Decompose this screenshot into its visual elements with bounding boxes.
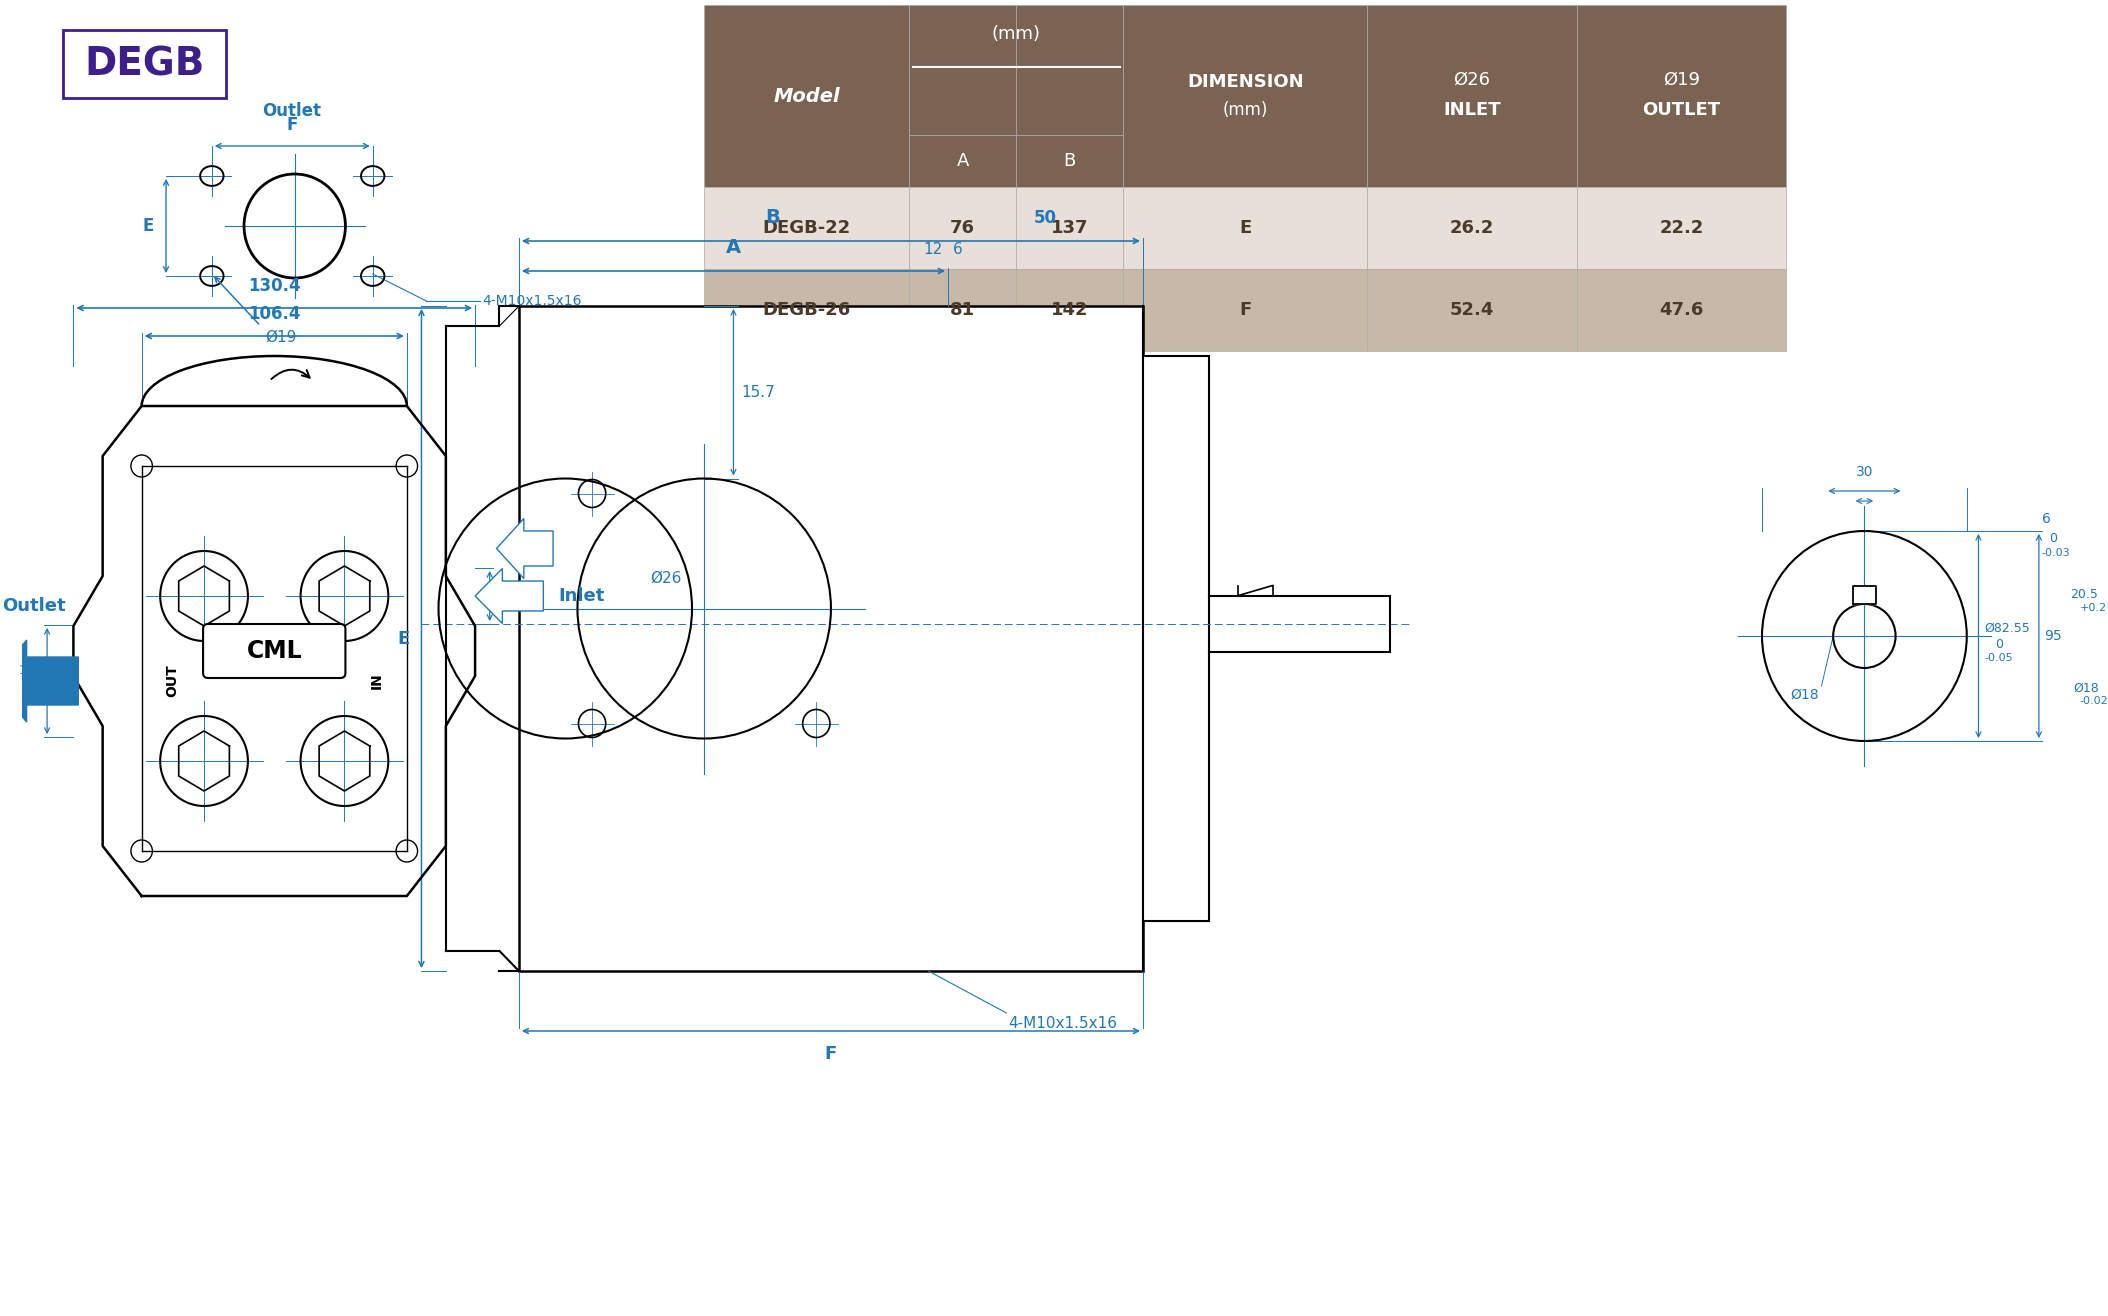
Text: 130.4: 130.4 xyxy=(249,276,301,295)
Text: -0.02: -0.02 xyxy=(2081,696,2108,707)
Text: 0: 0 xyxy=(1984,637,2005,650)
Text: 50: 50 xyxy=(1033,209,1056,226)
Text: 30: 30 xyxy=(1855,465,1874,479)
Text: 4-M10x1.5x16: 4-M10x1.5x16 xyxy=(483,293,582,308)
Bar xyxy=(1124,268,1368,351)
Text: CML: CML xyxy=(247,640,301,663)
Text: 12: 12 xyxy=(923,242,942,257)
Text: 6: 6 xyxy=(2043,512,2051,526)
Bar xyxy=(1368,187,1577,268)
Text: OUT: OUT xyxy=(164,665,179,697)
Text: 112: 112 xyxy=(19,665,42,678)
FancyBboxPatch shape xyxy=(202,624,346,678)
Text: 22.2: 22.2 xyxy=(1659,218,1703,237)
Bar xyxy=(909,187,1016,268)
Text: 81: 81 xyxy=(951,301,976,318)
Text: (mm): (mm) xyxy=(991,25,1041,42)
Text: IN: IN xyxy=(369,672,384,690)
Bar xyxy=(704,268,909,351)
Text: A: A xyxy=(957,153,970,170)
FancyArrow shape xyxy=(474,569,544,624)
Text: 15.7: 15.7 xyxy=(742,384,776,400)
Text: 0: 0 xyxy=(2049,533,2057,546)
Text: 20.5: 20.5 xyxy=(2070,587,2097,600)
Text: DIMENSION: DIMENSION xyxy=(1187,72,1303,91)
Text: -0.05: -0.05 xyxy=(1984,653,2013,663)
Polygon shape xyxy=(74,407,474,896)
Text: +0.2: +0.2 xyxy=(2081,603,2108,613)
Bar xyxy=(63,30,226,97)
Text: 95: 95 xyxy=(2045,629,2062,644)
Bar xyxy=(1016,187,1124,268)
Text: 52.4: 52.4 xyxy=(1450,301,1495,318)
Bar xyxy=(1577,5,1785,187)
Bar xyxy=(1143,357,1210,921)
Text: DEGB-26: DEGB-26 xyxy=(763,301,852,318)
Bar xyxy=(1577,187,1785,268)
Bar xyxy=(519,307,1143,971)
Text: Inlet: Inlet xyxy=(559,587,605,605)
Text: 137: 137 xyxy=(1052,218,1088,237)
Text: F: F xyxy=(287,116,297,134)
Text: Ø19: Ø19 xyxy=(266,330,297,345)
Bar xyxy=(1124,5,1368,187)
Bar xyxy=(704,187,909,268)
Bar xyxy=(1577,268,1785,351)
FancyArrow shape xyxy=(0,640,78,722)
Text: Ø82.55: Ø82.55 xyxy=(1984,621,2030,634)
Text: 47.6: 47.6 xyxy=(1659,301,1703,318)
Text: (mm): (mm) xyxy=(1223,101,1269,118)
Bar xyxy=(909,5,1016,136)
Text: Ø26: Ø26 xyxy=(651,571,683,586)
Text: -0.03: -0.03 xyxy=(2043,547,2070,558)
Bar xyxy=(704,5,909,187)
Text: 111: 111 xyxy=(495,590,519,603)
Text: Ø18: Ø18 xyxy=(1790,688,1819,701)
Text: 76: 76 xyxy=(951,218,976,237)
Text: OUTLET: OUTLET xyxy=(1642,101,1720,118)
Text: 142: 142 xyxy=(1052,301,1088,318)
Text: Ø26: Ø26 xyxy=(1455,71,1490,89)
Bar xyxy=(1124,187,1368,268)
Text: Ø18: Ø18 xyxy=(2072,682,2100,695)
Polygon shape xyxy=(1853,586,1876,604)
Bar xyxy=(909,136,1016,187)
Text: INLET: INLET xyxy=(1444,101,1501,118)
Text: E: E xyxy=(1240,218,1252,237)
Text: DEGB: DEGB xyxy=(84,45,204,83)
Text: Outlet: Outlet xyxy=(2,597,65,615)
Text: DEGB-22: DEGB-22 xyxy=(763,218,852,237)
Bar xyxy=(909,268,1016,351)
Text: B: B xyxy=(1065,153,1075,170)
Bar xyxy=(1016,136,1124,187)
Text: 106.4: 106.4 xyxy=(249,305,301,322)
FancyArrow shape xyxy=(497,519,552,579)
Bar xyxy=(1368,5,1577,187)
Text: A: A xyxy=(725,238,742,257)
Text: Model: Model xyxy=(774,87,839,105)
Bar xyxy=(1368,268,1577,351)
Text: 4-M10x1.5x16: 4-M10x1.5x16 xyxy=(1008,1016,1117,1030)
Text: E: E xyxy=(143,217,154,236)
Text: Outlet: Outlet xyxy=(261,103,320,120)
Text: Ø19: Ø19 xyxy=(1663,71,1699,89)
Text: 26.2: 26.2 xyxy=(1450,218,1495,237)
Bar xyxy=(1016,5,1124,136)
Text: B: B xyxy=(765,208,780,226)
Text: F: F xyxy=(1240,301,1252,318)
Text: 6: 6 xyxy=(953,242,963,257)
Text: E: E xyxy=(398,629,409,647)
Text: F: F xyxy=(824,1045,837,1063)
Bar xyxy=(1016,268,1124,351)
